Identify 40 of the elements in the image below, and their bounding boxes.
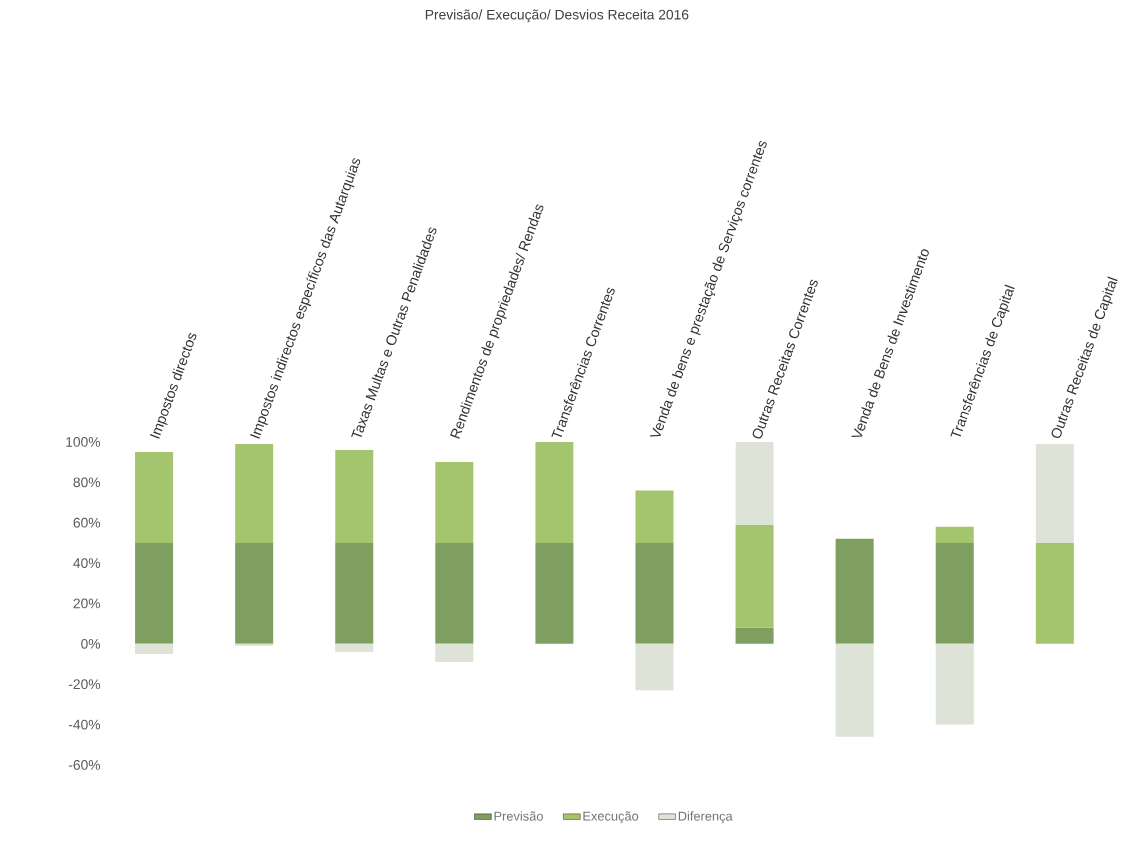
bar <box>935 526 974 543</box>
bar <box>535 542 574 644</box>
bar <box>535 441 574 543</box>
bar <box>235 542 274 644</box>
bar <box>135 542 174 644</box>
y-tick-label: 20% <box>73 598 101 609</box>
bar <box>835 643 874 737</box>
bar <box>335 449 374 543</box>
bar <box>835 538 874 644</box>
bar <box>435 643 474 662</box>
legend-label: Execução <box>583 811 639 824</box>
bar <box>1035 542 1074 644</box>
bar <box>235 643 274 646</box>
bar <box>1035 443 1074 543</box>
bar <box>735 441 774 525</box>
bar <box>635 490 674 543</box>
bar <box>235 443 274 543</box>
bar <box>635 542 674 644</box>
bar <box>735 627 774 644</box>
y-tick-label: 40% <box>73 558 101 568</box>
bar <box>435 542 474 644</box>
bar <box>935 542 974 644</box>
bar <box>635 643 674 691</box>
chart-title: Previsão/ Execução/ Desvios Receita 2016 <box>425 9 689 23</box>
y-tick-label: -20% <box>68 679 101 689</box>
legend-label: Diferença <box>678 811 733 824</box>
bar <box>335 643 374 652</box>
bar <box>735 524 774 628</box>
y-tick-label: 60% <box>73 517 101 528</box>
bar <box>135 643 174 654</box>
bar <box>135 451 174 543</box>
bar <box>335 542 374 644</box>
y-tick-label: -40% <box>68 719 101 730</box>
bar <box>935 643 974 725</box>
bar <box>435 462 474 543</box>
y-tick-label: 100% <box>66 436 101 447</box>
y-tick-label: 80% <box>73 477 101 488</box>
y-tick-label: 0% <box>81 638 101 649</box>
y-tick-label: -60% <box>68 759 101 770</box>
legend-label: Previsão <box>494 811 543 821</box>
